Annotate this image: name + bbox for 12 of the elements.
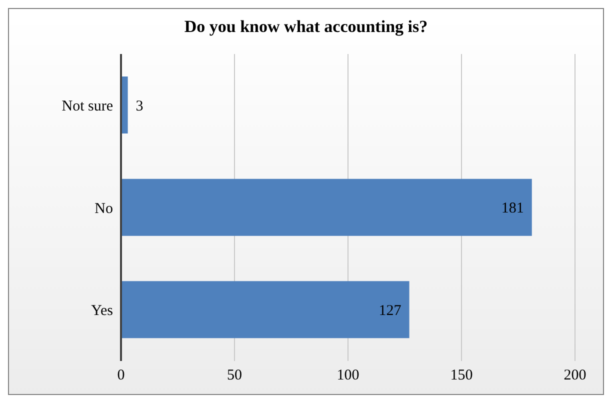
x-tick-label: 200 — [564, 368, 586, 384]
data-label: 181 — [501, 200, 524, 217]
x-tick-label: 0 — [117, 368, 125, 384]
y-tick-label: Yes — [91, 303, 114, 320]
x-tick-label: 100 — [336, 368, 360, 384]
data-label: 3 — [136, 98, 144, 114]
data-label: 127 — [378, 302, 402, 319]
x-tick-label: 150 — [450, 368, 473, 384]
chart-title: Do you know what accounting is? — [183, 16, 429, 38]
y-tick-label: Not sure — [62, 98, 114, 114]
y-tick-label: No — [94, 200, 113, 217]
x-tick-label: 50 — [227, 368, 242, 384]
